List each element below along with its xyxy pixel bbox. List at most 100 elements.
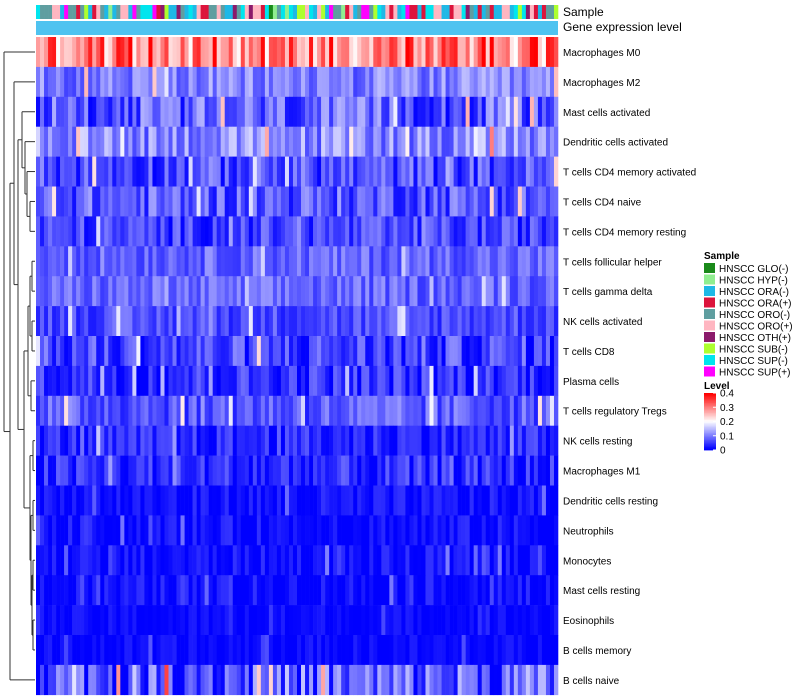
heatmap-cell bbox=[537, 485, 543, 516]
heatmap-cell bbox=[140, 635, 145, 666]
heatmap-cell bbox=[345, 156, 350, 187]
heatmap-cell bbox=[473, 485, 478, 516]
heatmap-cell bbox=[477, 126, 483, 157]
heatmap-cell bbox=[84, 96, 89, 127]
heatmap-cell bbox=[232, 545, 238, 576]
sample-annotation-cell bbox=[288, 5, 294, 19]
heatmap-cell bbox=[128, 96, 133, 127]
heatmap-cell bbox=[425, 216, 430, 247]
heatmap-cell bbox=[401, 246, 406, 277]
heatmap-cell bbox=[433, 96, 438, 127]
heatmap-cell bbox=[461, 455, 466, 486]
heatmap-cell bbox=[36, 336, 41, 367]
heatmap-cell bbox=[497, 455, 503, 486]
heatmap-cell bbox=[220, 605, 226, 636]
sample-annotation-cell bbox=[292, 5, 298, 19]
heatmap-cell bbox=[553, 96, 559, 127]
heatmap-cell bbox=[292, 485, 298, 516]
heatmap-cell bbox=[40, 575, 45, 606]
heatmap-cell bbox=[272, 96, 278, 127]
heatmap-cell bbox=[152, 126, 157, 157]
heatmap-cell bbox=[481, 216, 487, 247]
heatmap-cell bbox=[180, 156, 185, 187]
heatmap-cell bbox=[477, 216, 483, 247]
heatmap-cell bbox=[220, 186, 226, 217]
heatmap-cell bbox=[337, 246, 342, 277]
heatmap-cell bbox=[104, 664, 109, 696]
heatmap-cell bbox=[240, 545, 246, 576]
sample-annotation-cell bbox=[365, 5, 370, 19]
heatmap-cell bbox=[120, 485, 125, 516]
row-label: Mast cells resting bbox=[563, 586, 640, 597]
heatmap-cell bbox=[481, 156, 487, 187]
heatmap-cell bbox=[365, 545, 370, 576]
heatmap-cell bbox=[60, 515, 65, 546]
heatmap-cell bbox=[172, 365, 177, 397]
heatmap-cell bbox=[80, 216, 85, 247]
heatmap-cell bbox=[168, 306, 173, 337]
heatmap-cell bbox=[389, 96, 394, 127]
heatmap-cell bbox=[549, 156, 555, 187]
heatmap-cell bbox=[501, 276, 507, 307]
heatmap-cell bbox=[124, 66, 129, 98]
heatmap-cell bbox=[413, 306, 418, 337]
heatmap-cell bbox=[48, 276, 53, 307]
heatmap-cell bbox=[321, 365, 326, 397]
heatmap-cell bbox=[132, 605, 137, 636]
heatmap-cell bbox=[276, 96, 282, 127]
heatmap-cell bbox=[132, 664, 137, 696]
heatmap-cell bbox=[317, 216, 322, 247]
heatmap-cell bbox=[353, 37, 358, 68]
heatmap-cell bbox=[220, 545, 226, 576]
heatmap-cell bbox=[509, 575, 515, 606]
heatmap-cell bbox=[160, 664, 165, 696]
heatmap-cell bbox=[244, 216, 250, 247]
heatmap-cell bbox=[445, 455, 450, 486]
heatmap-cell bbox=[429, 455, 434, 486]
heatmap-cell bbox=[176, 664, 181, 696]
heatmap-cell bbox=[421, 186, 426, 217]
heatmap-cell bbox=[60, 126, 65, 157]
heatmap-cell bbox=[80, 455, 85, 486]
heatmap-cell bbox=[180, 485, 185, 516]
heatmap-cell bbox=[108, 96, 113, 127]
heatmap-cell bbox=[549, 664, 555, 696]
heatmap-cell bbox=[88, 455, 93, 486]
heatmap-cell bbox=[297, 605, 302, 636]
heatmap-cell bbox=[168, 156, 173, 187]
heatmap-cell bbox=[425, 425, 430, 456]
heatmap-cell bbox=[373, 515, 378, 546]
heatmap-cell bbox=[108, 37, 113, 68]
heatmap-cell bbox=[405, 186, 410, 217]
level-colorbar-segment bbox=[704, 428, 716, 431]
heatmap-cell bbox=[128, 37, 133, 68]
heatmap-cell bbox=[313, 246, 318, 277]
heatmap-cell bbox=[301, 276, 306, 307]
heatmap-cell bbox=[208, 425, 213, 456]
heatmap-cell bbox=[493, 664, 499, 696]
heatmap-cell bbox=[357, 37, 362, 68]
level-colorbar-segment bbox=[704, 438, 716, 441]
heatmap-cell bbox=[104, 96, 109, 127]
heatmap-cell bbox=[132, 575, 137, 606]
heatmap-cell bbox=[465, 186, 470, 217]
heatmap-cell bbox=[509, 66, 515, 98]
level-colorbar-segment bbox=[704, 432, 716, 435]
heatmap-cell bbox=[345, 635, 350, 666]
heatmap-cell bbox=[325, 96, 330, 127]
heatmap-cell bbox=[497, 306, 503, 337]
heatmap-cell bbox=[305, 605, 310, 636]
heatmap-cell bbox=[256, 425, 262, 456]
heatmap-cell bbox=[389, 395, 394, 426]
heatmap-cell bbox=[477, 306, 483, 337]
heatmap-cell bbox=[533, 96, 539, 127]
heatmap-cell bbox=[92, 664, 97, 696]
heatmap-cell bbox=[184, 515, 189, 546]
heatmap-cell bbox=[80, 605, 85, 636]
heatmap-cell bbox=[497, 246, 503, 277]
heatmap-cell bbox=[529, 365, 535, 397]
heatmap-cell bbox=[264, 664, 270, 696]
sample-annotation-cell bbox=[244, 5, 250, 19]
heatmap-cell bbox=[345, 485, 350, 516]
heatmap-cell bbox=[317, 455, 322, 486]
